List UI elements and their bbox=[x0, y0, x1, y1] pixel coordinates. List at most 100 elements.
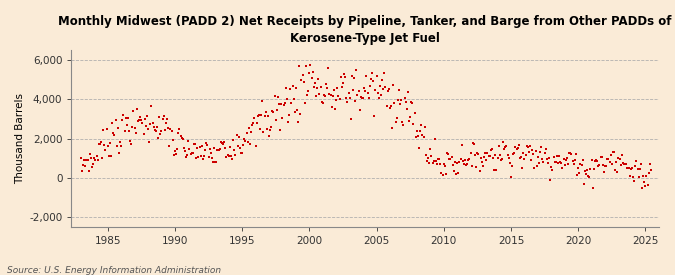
Point bbox=[377, 77, 387, 82]
Point bbox=[398, 123, 409, 127]
Point bbox=[212, 148, 223, 152]
Point bbox=[275, 127, 286, 132]
Point bbox=[580, 172, 591, 177]
Point bbox=[625, 167, 636, 172]
Point bbox=[351, 68, 362, 72]
Point bbox=[471, 165, 482, 169]
Point bbox=[200, 147, 211, 152]
Point bbox=[178, 137, 188, 141]
Point bbox=[415, 129, 426, 133]
Point bbox=[500, 144, 511, 149]
Point bbox=[563, 161, 574, 166]
Point bbox=[510, 145, 521, 149]
Point bbox=[514, 156, 525, 161]
Point bbox=[348, 87, 358, 92]
Point bbox=[171, 152, 182, 156]
Point bbox=[334, 97, 345, 101]
Point bbox=[242, 140, 253, 144]
Point bbox=[171, 147, 182, 152]
Point bbox=[375, 92, 386, 97]
Point bbox=[557, 165, 568, 170]
Point bbox=[477, 160, 487, 164]
Point bbox=[508, 152, 518, 156]
Point bbox=[280, 86, 291, 90]
Point bbox=[240, 139, 251, 143]
Point bbox=[593, 164, 603, 168]
Point bbox=[419, 125, 430, 129]
Point bbox=[307, 70, 318, 75]
Point bbox=[297, 73, 308, 77]
Point bbox=[446, 155, 457, 159]
Point bbox=[329, 87, 340, 92]
Point bbox=[252, 114, 263, 119]
Point bbox=[551, 154, 562, 158]
Point bbox=[182, 153, 192, 157]
Point bbox=[418, 134, 429, 139]
Point bbox=[628, 175, 639, 179]
Point bbox=[312, 86, 323, 90]
Point bbox=[560, 163, 570, 167]
Point bbox=[353, 89, 364, 94]
Point bbox=[157, 117, 168, 121]
Point bbox=[145, 122, 156, 126]
Point bbox=[356, 96, 367, 101]
Point bbox=[306, 75, 317, 80]
Point bbox=[624, 174, 635, 178]
Point bbox=[539, 151, 550, 156]
Point bbox=[346, 74, 357, 78]
Point bbox=[118, 113, 129, 117]
Point bbox=[645, 168, 656, 172]
Point bbox=[434, 157, 445, 161]
Point bbox=[480, 151, 491, 155]
Point bbox=[139, 117, 150, 122]
Point bbox=[548, 155, 559, 160]
Point bbox=[458, 161, 469, 166]
Point bbox=[290, 86, 301, 90]
Point bbox=[247, 123, 258, 128]
Point bbox=[555, 160, 566, 164]
Point bbox=[329, 106, 340, 111]
Point bbox=[134, 117, 144, 122]
Point bbox=[238, 142, 248, 147]
Point bbox=[574, 171, 585, 175]
Point bbox=[138, 132, 149, 136]
Point bbox=[472, 151, 483, 155]
Point bbox=[641, 174, 652, 178]
Point bbox=[310, 81, 321, 85]
Point bbox=[279, 101, 290, 105]
Point bbox=[436, 170, 447, 175]
Point bbox=[612, 169, 623, 174]
Point bbox=[589, 166, 599, 171]
Point bbox=[277, 116, 288, 120]
Point bbox=[454, 160, 465, 164]
Point bbox=[529, 166, 540, 170]
Point bbox=[429, 137, 440, 141]
Point bbox=[640, 184, 651, 188]
Point bbox=[117, 118, 128, 123]
Point bbox=[487, 155, 498, 160]
Point bbox=[567, 158, 578, 163]
Point bbox=[445, 156, 456, 161]
Point bbox=[303, 89, 314, 93]
Point bbox=[439, 164, 450, 169]
Point bbox=[417, 133, 428, 138]
Point bbox=[265, 128, 275, 133]
Point bbox=[554, 153, 564, 158]
Point bbox=[543, 161, 554, 165]
Point bbox=[147, 121, 158, 125]
Point bbox=[507, 163, 518, 168]
Point bbox=[626, 166, 637, 171]
Point bbox=[269, 94, 280, 98]
Point bbox=[296, 77, 307, 82]
Point bbox=[333, 94, 344, 99]
Point bbox=[511, 147, 522, 152]
Point bbox=[608, 150, 618, 155]
Point bbox=[108, 131, 119, 135]
Point bbox=[106, 153, 117, 158]
Point bbox=[549, 159, 560, 164]
Point bbox=[443, 152, 454, 156]
Point bbox=[308, 85, 319, 89]
Point bbox=[537, 156, 547, 161]
Point bbox=[344, 96, 355, 100]
Point bbox=[426, 154, 437, 158]
